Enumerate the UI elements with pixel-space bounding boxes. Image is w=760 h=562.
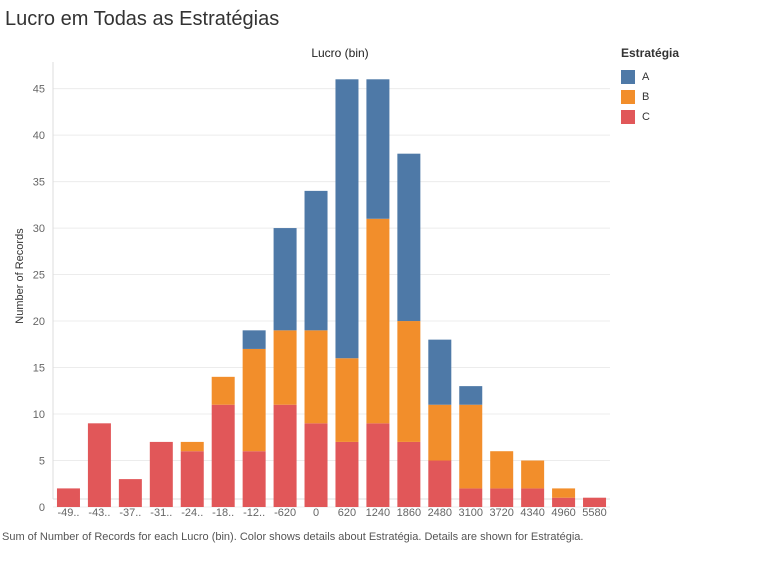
y-tick-label: 15 [33,363,45,375]
bar-segment-c[interactable] [459,488,483,507]
x-tick-label: 4960 [551,507,575,519]
y-tick-label: 20 [33,316,45,328]
legend-title: Estratégia [621,46,680,60]
x-tick-label: 1860 [397,507,421,519]
bar-segment-c[interactable] [490,488,514,507]
x-tick-label: 3720 [489,507,513,519]
y-tick-label: 25 [33,270,45,282]
bar-segment-c[interactable] [118,479,142,507]
legend-item-a[interactable]: A [621,67,679,87]
x-tick-label: -37.. [119,507,141,519]
bar-segment-b[interactable] [211,376,235,405]
y-tick-label: 35 [33,177,45,189]
bar-segment-c[interactable] [366,423,390,507]
bar-segment-b[interactable] [335,358,359,442]
bar-segment-b[interactable] [490,451,514,489]
bar-segment-c[interactable] [428,460,452,507]
bar-segment-a[interactable] [397,153,421,322]
y-tick-label: 0 [39,502,45,514]
y-tick-label: 40 [33,130,45,142]
bar-segment-c[interactable] [149,441,173,507]
legend-item-b[interactable]: B [621,87,679,107]
chart-title: Lucro em Todas as Estratégias [5,8,280,30]
x-tick-label: -12.. [243,507,265,519]
bar-segment-a[interactable] [428,339,452,405]
x-tick-label: -31.. [150,507,172,519]
bar-segment-a[interactable] [242,330,266,349]
x-tick-label: -24.. [181,507,203,519]
x-tick-label: -43.. [88,507,110,519]
bar-segment-c[interactable] [180,451,204,507]
bar-segment-a[interactable] [304,190,328,331]
y-tick-label: 45 [33,84,45,96]
x-tick-label: -620 [274,507,296,519]
chart-caption: Sum of Number of Records for each Lucro … [2,531,584,543]
bar-segment-b[interactable] [428,404,452,461]
x-tick-label: 3100 [459,507,483,519]
bar-segment-a[interactable] [335,79,359,359]
bar-segment-c[interactable] [87,423,111,507]
bar-segment-b[interactable] [521,460,545,489]
bar-segment-b[interactable] [242,348,266,452]
bar-segment-b[interactable] [366,218,390,424]
legend-label-b: B [642,91,650,103]
legend: Estratégia A B C [621,46,679,127]
y-tick-label: 5 [39,456,45,468]
x-tick-label: 620 [338,507,356,519]
bar-segment-b[interactable] [273,330,297,405]
bar-segment-c[interactable] [242,451,266,507]
x-axis-title: Lucro (bin) [311,46,369,60]
legend-label-c: C [642,111,650,123]
bar-segment-c[interactable] [273,404,297,507]
bar-segment-c[interactable] [521,488,545,507]
x-tick-label: 0 [313,507,319,519]
bar-segment-c[interactable] [56,488,80,507]
y-tick-label: 10 [33,409,45,421]
legend-swatch-b [621,90,635,104]
x-tick-label: 4340 [520,507,544,519]
bar-segment-b[interactable] [180,441,204,452]
x-tick-label: -49.. [57,507,79,519]
bar-segment-c[interactable] [552,497,576,507]
bar-segment-a[interactable] [459,386,483,405]
bar-segment-b[interactable] [397,321,421,442]
bar-segment-c[interactable] [583,497,607,507]
legend-item-c[interactable]: C [621,107,679,127]
x-tick-label: 5580 [582,507,606,519]
legend-label-a: A [642,71,650,83]
bar-segment-c[interactable] [211,404,235,507]
bar-segment-c[interactable] [397,441,421,507]
x-tick-label: 2480 [428,507,452,519]
legend-swatch-c [621,110,635,124]
x-tick-label: 1240 [366,507,390,519]
bar-segment-c[interactable] [335,441,359,507]
y-tick-label: 30 [33,223,45,235]
bar-segment-c[interactable] [304,423,328,507]
bar-segment-b[interactable] [459,404,483,489]
bar-segment-a[interactable] [273,228,297,331]
bar-segment-a[interactable] [366,79,390,219]
bar-segment-b[interactable] [304,330,328,424]
x-tick-label: -18.. [212,507,234,519]
bar-segment-b[interactable] [552,488,576,498]
legend-swatch-a [621,70,635,84]
